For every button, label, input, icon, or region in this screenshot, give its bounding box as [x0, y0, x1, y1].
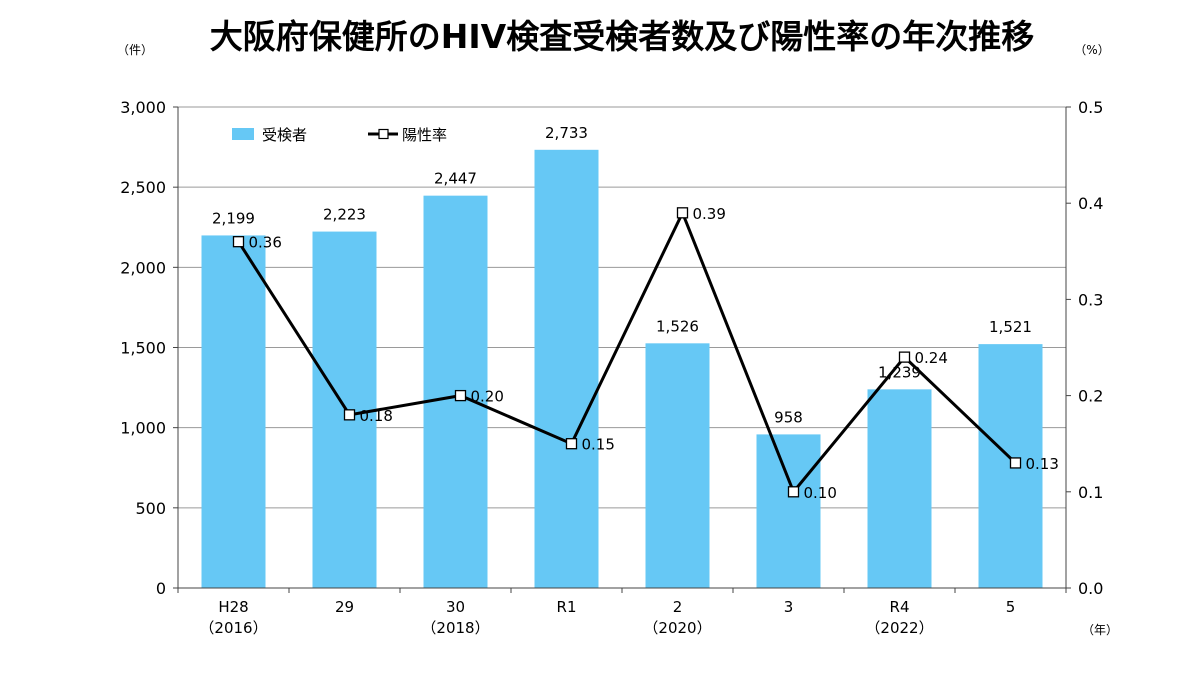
category-label: H28 [218, 598, 248, 616]
rate-value-label: 0.20 [471, 388, 504, 406]
right-tick-label: 0.2 [1078, 387, 1103, 406]
category-label: R1 [557, 598, 577, 616]
bar-value-label: 2,447 [434, 170, 477, 188]
left-tick-label: 500 [135, 499, 166, 518]
category-year-label: （2016） [199, 619, 267, 637]
rate-value-label: 0.15 [582, 436, 615, 454]
rate-point [676, 207, 689, 219]
rate-point [454, 389, 467, 402]
rate-value-label: 0.13 [1026, 455, 1059, 473]
left-tick-label: 3,000 [120, 98, 166, 117]
legend-bar-swatch [232, 128, 254, 140]
bar [645, 343, 710, 588]
category-label: 29 [335, 598, 354, 616]
legend: 受検者 陽性率 [232, 126, 447, 144]
left-axis-unit: （件） [117, 43, 153, 57]
rate-value-label: 0.36 [249, 234, 282, 252]
rate-value-label: 0.18 [360, 407, 393, 425]
right-tick-label: 0.4 [1078, 194, 1103, 213]
rate-point [1009, 457, 1022, 469]
left-tick-label: 2,000 [120, 258, 166, 277]
line-series [232, 207, 1022, 498]
rate-value-label: 0.24 [915, 349, 948, 367]
bar [756, 434, 821, 588]
gridlines [178, 106, 1066, 509]
bar [534, 149, 599, 588]
bar-value-label: 2,733 [545, 124, 588, 142]
rate-value-label: 0.10 [804, 484, 837, 502]
category-label: 3 [784, 598, 794, 616]
bar-value-label: 1,526 [656, 317, 699, 335]
rate-point [787, 486, 800, 498]
rate-line [237, 209, 1017, 495]
category-year-label: （2018） [421, 619, 489, 637]
category-label: R4 [890, 598, 910, 616]
legend-bar-label: 受検者 [262, 126, 307, 144]
left-tick-label: 1,000 [120, 419, 166, 438]
rate-point [565, 438, 578, 450]
right-tick-label: 0.0 [1078, 579, 1103, 598]
bar-value-label: 2,199 [212, 209, 255, 227]
right-tick-label: 0.3 [1078, 290, 1103, 309]
rate-point [898, 351, 911, 363]
category-year-label: （2022） [865, 619, 933, 637]
chart-title: 大阪府保健所のHIV検査受検者数及び陽性率の年次推移 [210, 17, 1034, 56]
rate-point [232, 236, 245, 248]
left-tick-label: 1,500 [120, 339, 166, 358]
category-year-label: （2020） [643, 619, 711, 637]
left-tick-label: 2,500 [120, 178, 166, 197]
bar-value-label: 1,521 [989, 318, 1032, 336]
right-tick-label: 0.1 [1078, 483, 1103, 502]
bar-value-label: 958 [774, 408, 803, 426]
data-labels: 2,199 2,223 2,447 2,733 1,526 958 1,239 1,521 0.… [212, 124, 1059, 502]
category-label: 5 [1006, 598, 1016, 616]
rate-point [343, 409, 356, 421]
bar-value-label: 1,239 [878, 363, 921, 381]
x-axis-unit: （年） [1082, 623, 1118, 637]
bar [201, 235, 266, 588]
category-label: 2 [673, 598, 683, 616]
bar-value-label: 2,223 [323, 206, 366, 224]
left-tick-label: 0 [156, 579, 166, 598]
right-tick-label: 0.5 [1078, 98, 1103, 117]
legend-line-label: 陽性率 [402, 126, 447, 144]
axes: 0 500 1,000 1,500 2,000 2,500 3,000 0.0 0.1 0.2 0.… [120, 98, 1103, 637]
bar [867, 389, 932, 588]
legend-line-marker [378, 128, 389, 140]
rate-value-label: 0.39 [693, 205, 726, 223]
right-axis-unit: （%） [1074, 43, 1109, 57]
category-label: 30 [446, 598, 465, 616]
